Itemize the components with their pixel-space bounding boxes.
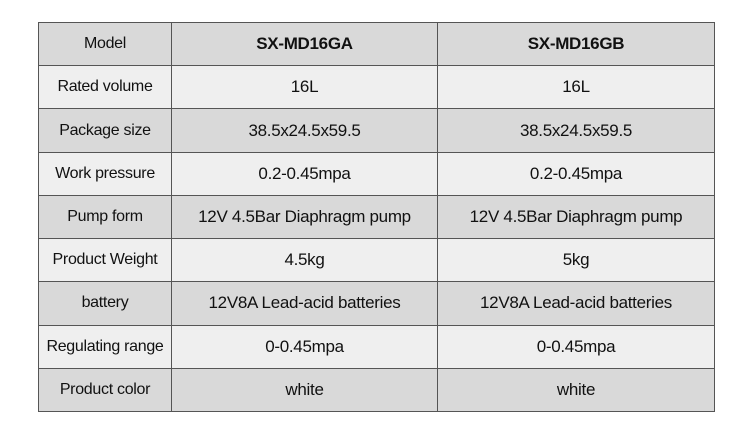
cell: SX-MD16GB <box>437 21 715 67</box>
cell: 12V 4.5Bar Diaphragm pump <box>437 194 715 240</box>
table-row: Model SX-MD16GA SX-MD16GB <box>38 21 715 67</box>
row-label: Product Weight <box>38 238 172 283</box>
cell: white <box>437 367 715 413</box>
table-row: Product color white white <box>38 367 715 413</box>
row-label: Product color <box>38 367 172 413</box>
cell: 38.5x24.5x59.5 <box>437 108 715 153</box>
spec-table: Model SX-MD16GA SX-MD16GB Rated volume 16L 16… <box>38 21 715 413</box>
table-row: Package size 38.5x24.5x59.5 38.5x24.5x59.5 <box>38 108 715 153</box>
cell: 12V 4.5Bar Diaphragm pump <box>171 194 438 240</box>
row-label: Model <box>38 21 172 67</box>
row-label: Work pressure <box>38 151 172 196</box>
row-label: Regulating range <box>38 324 172 369</box>
table-row: Rated volume 16L 16L <box>38 65 715 110</box>
table-row: Pump form 12V 4.5Bar Diaphragm pump 12V 4.… <box>38 194 715 240</box>
cell: 12V8A Lead-acid batteries <box>171 281 438 326</box>
cell: 5kg <box>437 238 715 283</box>
cell: 0.2-0.45mpa <box>437 151 715 196</box>
cell: 0-0.45mpa <box>171 324 438 369</box>
cell: 4.5kg <box>171 238 438 283</box>
cell: 12V8A Lead-acid batteries <box>437 281 715 326</box>
table-row: Product Weight 4.5kg 5kg <box>38 238 715 283</box>
row-label: Package size <box>38 108 172 153</box>
row-label: Rated volume <box>38 65 172 110</box>
row-label: Pump form <box>38 194 172 240</box>
cell: 16L <box>171 65 438 110</box>
cell: 0-0.45mpa <box>437 324 715 369</box>
cell: 16L <box>437 65 715 110</box>
cell: SX-MD16GA <box>171 21 438 67</box>
cell: white <box>171 367 438 413</box>
cell: 38.5x24.5x59.5 <box>171 108 438 153</box>
row-label: battery <box>38 281 172 326</box>
table-row: Regulating range 0-0.45mpa 0-0.45mpa <box>38 324 715 369</box>
table-row: battery 12V8A Lead-acid batteries 12V8A Le… <box>38 281 715 326</box>
table-row: Work pressure 0.2-0.45mpa 0.2-0.45mpa <box>38 151 715 196</box>
cell: 0.2-0.45mpa <box>171 151 438 196</box>
